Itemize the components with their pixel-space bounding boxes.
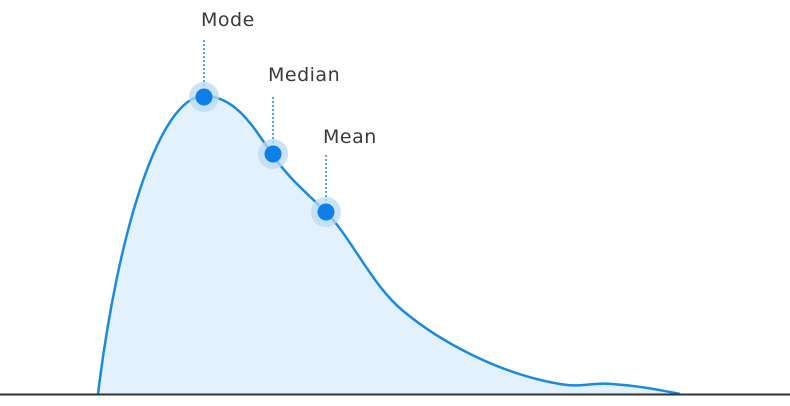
mean-label: Mean	[323, 126, 377, 148]
mode-point	[195, 88, 213, 106]
mode-label: Mode	[201, 9, 255, 31]
median-point	[264, 145, 282, 163]
marker-median: Median	[258, 64, 340, 169]
marker-mean: Mean	[311, 126, 377, 227]
median-label: Median	[268, 64, 340, 86]
distribution-area	[98, 96, 680, 394]
distribution-curve	[96, 94, 681, 396]
mean-point	[317, 203, 335, 221]
marker-mode: Mode	[189, 9, 255, 112]
